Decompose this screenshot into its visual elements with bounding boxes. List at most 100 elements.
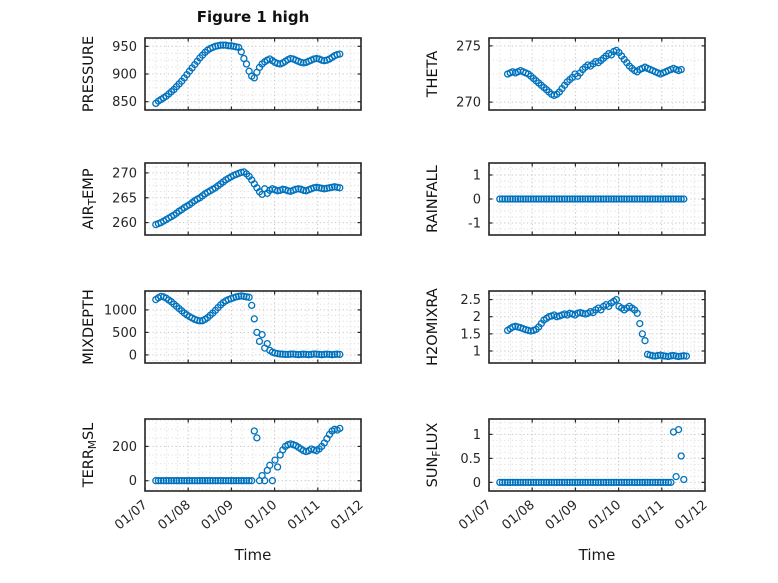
ylabel-h2omixra: H2OMIXRA	[425, 288, 441, 366]
data-point	[581, 478, 589, 487]
data-point	[612, 478, 621, 487]
data-point	[170, 477, 178, 485]
data-point	[294, 351, 303, 359]
y-tick-label: 0	[473, 476, 481, 491]
data-point	[191, 477, 199, 485]
data-point	[535, 195, 543, 203]
y-tick-label: 0	[473, 193, 481, 208]
data-point	[542, 478, 551, 487]
data-point	[550, 478, 558, 487]
ylabel-terr-msl: TERRMSL	[81, 423, 99, 489]
data-point	[180, 477, 188, 485]
x-tick-label: 01/09	[543, 498, 581, 534]
data-point	[245, 477, 253, 485]
y-tick-label: 2	[473, 310, 481, 325]
data-point	[524, 195, 532, 203]
data-point	[659, 478, 667, 487]
data-point	[584, 195, 592, 203]
data-point	[579, 195, 587, 203]
data-point	[654, 478, 662, 487]
data-point	[522, 195, 530, 203]
data-point	[242, 477, 251, 485]
data-point	[646, 478, 654, 487]
data-point	[553, 478, 561, 487]
data-point	[605, 195, 613, 203]
data-point	[299, 350, 308, 358]
x-tick-label: 01/08	[499, 498, 537, 534]
data-point	[496, 195, 504, 203]
data-point	[261, 477, 269, 485]
data-point	[178, 477, 186, 485]
data-point	[216, 41, 225, 49]
data-point	[529, 478, 538, 487]
data-point	[219, 41, 227, 49]
data-point	[553, 195, 561, 203]
data-point	[336, 424, 344, 433]
data-point	[625, 195, 634, 203]
data-point	[651, 195, 659, 203]
data-point	[286, 350, 295, 358]
data-point	[514, 195, 522, 203]
data-point	[312, 350, 321, 358]
data-point	[558, 195, 566, 203]
data-point	[633, 309, 641, 317]
data-point	[576, 195, 584, 203]
subplot-rainfall: -1 0 1 RAINFALL	[425, 162, 706, 236]
data-point	[630, 195, 639, 203]
series-mixdepth	[152, 292, 344, 359]
data-point	[573, 478, 582, 487]
data-point	[643, 195, 652, 203]
subplot-theta: 270 275 THETA	[425, 37, 706, 111]
subplot-terr-msl: 0 200 01/07 01/08 01/09 01/10 01/11 01/12 TERRMS…	[81, 418, 367, 534]
data-point	[216, 477, 225, 485]
data-point	[558, 478, 566, 487]
data-point	[183, 477, 191, 485]
series-h2omixra	[503, 295, 691, 361]
data-point	[641, 195, 649, 203]
data-point	[328, 351, 336, 359]
data-point	[152, 477, 160, 485]
data-point	[633, 195, 641, 203]
data-point	[237, 48, 245, 56]
data-point	[664, 478, 672, 487]
ylabel-air-temp: AIRTEMP	[81, 168, 99, 229]
data-point	[656, 478, 665, 487]
data-point	[638, 330, 647, 338]
data-point	[154, 477, 163, 485]
data-point	[620, 195, 628, 203]
data-point	[527, 478, 535, 487]
axes-frame	[488, 418, 706, 492]
data-point	[509, 195, 517, 203]
data-point	[547, 195, 556, 203]
data-point	[242, 60, 251, 68]
data-point	[602, 195, 610, 203]
data-point	[677, 352, 685, 360]
data-point	[240, 477, 248, 485]
data-point	[206, 477, 214, 485]
y-tick-label: 265	[112, 191, 137, 206]
subplot-mixdepth: 0 500 1000 MIXDEPTH	[81, 289, 362, 365]
y-tick-label: -1	[468, 217, 481, 232]
data-point	[592, 478, 600, 487]
axes-frame	[144, 290, 362, 364]
x-tick-label: 01/11	[285, 498, 323, 534]
data-point	[198, 477, 207, 485]
data-point	[506, 478, 514, 487]
data-point	[617, 478, 626, 487]
data-point	[248, 477, 256, 485]
y-tick-label: 275	[456, 39, 481, 54]
data-point	[649, 478, 657, 487]
axes-frame	[488, 37, 706, 111]
data-point	[527, 195, 535, 203]
data-point	[592, 195, 600, 203]
y-tick-label: 270	[456, 96, 481, 111]
subplot-h2omixra: 1 1.5 2 2.5 H2OMIXRA	[425, 288, 706, 366]
data-point	[325, 350, 334, 359]
data-point	[235, 477, 243, 485]
data-point	[594, 195, 602, 203]
data-point	[315, 350, 323, 359]
data-point	[674, 425, 683, 434]
data-point	[159, 477, 168, 485]
axes-frame	[488, 290, 706, 364]
data-point	[330, 350, 339, 359]
